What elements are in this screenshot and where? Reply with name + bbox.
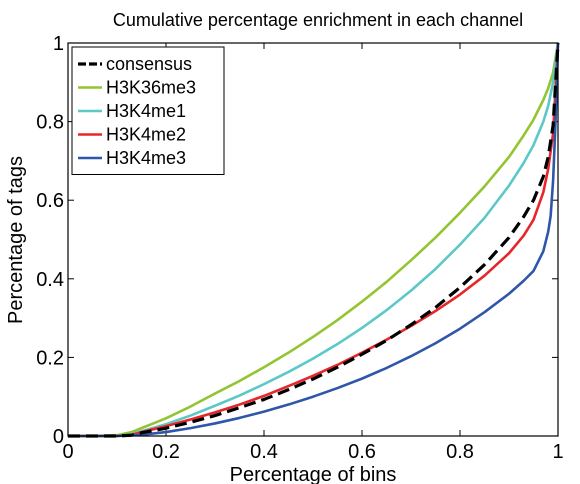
x-tick-label: 0.2: [152, 441, 180, 463]
plot-frame: [67, 42, 559, 437]
legend-label: H3K4me2: [106, 125, 186, 145]
series-line-h3k36me3: [68, 42, 560, 438]
x-tick-label: 1: [552, 441, 563, 463]
y-tick-label: 1: [53, 33, 64, 55]
x-tick-label: 0.6: [348, 441, 376, 463]
y-tick-label: 0.2: [36, 347, 64, 369]
y-axis-title: Percentage of tags: [5, 156, 27, 324]
y-tick-label: 0.8: [36, 112, 64, 134]
legend-label: consensus: [106, 54, 192, 74]
y-tick-label: 0.4: [36, 269, 64, 291]
series-line-h3k4me3: [68, 42, 560, 438]
x-tick-label: 0.4: [250, 441, 278, 463]
x-tick-label: 0: [62, 441, 73, 463]
series-line-consensus: [68, 42, 560, 438]
x-tick-label: 0.8: [446, 441, 474, 463]
legend-label: H3K36me3: [106, 78, 196, 98]
y-tick-label: 0: [53, 426, 64, 448]
y-tick-label: 0.6: [36, 190, 64, 212]
series-lines: [68, 42, 560, 438]
legend-label: H3K4me1: [106, 101, 186, 121]
legend-label: H3K4me3: [106, 148, 186, 168]
chart-title: Cumulative percentage enrichment in each…: [113, 10, 523, 30]
axis-ticks: 0 0.2 0.4 0.6 0.8 1 0 0.2 0.4 0.6 0.8 1: [36, 33, 563, 463]
legend: consensus H3K36me3 H3K4me1 H3K4me2 H3K4me3: [71, 46, 225, 175]
x-axis-title: Percentage of bins: [230, 464, 397, 484]
